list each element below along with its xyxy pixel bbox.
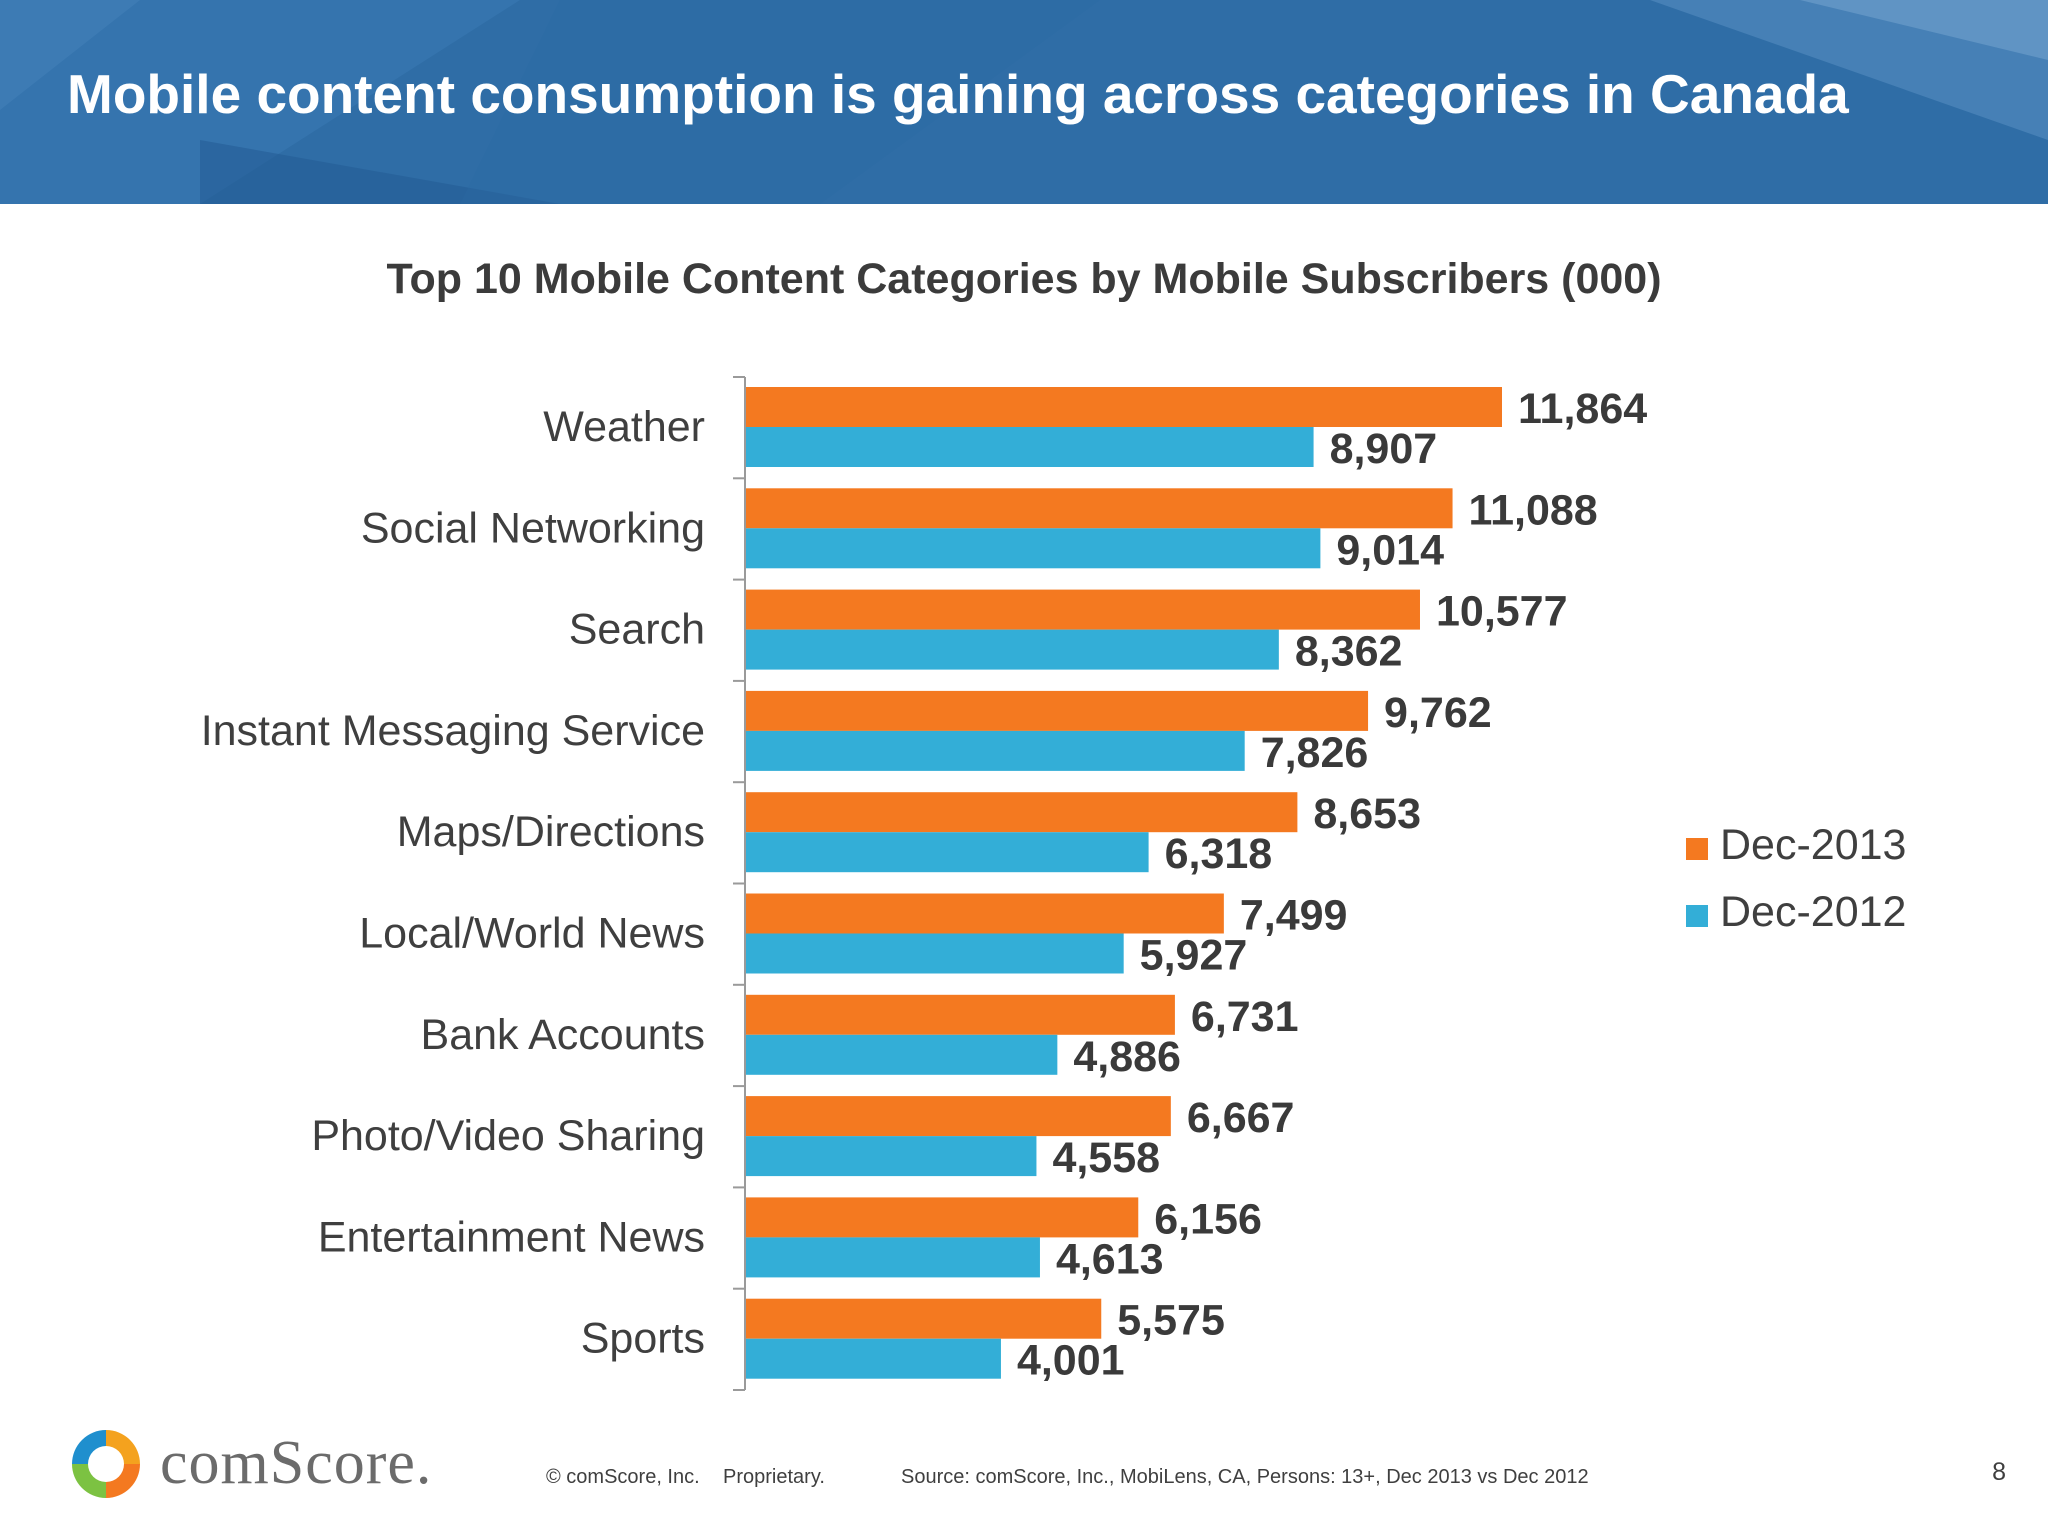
bar-dec-2012	[746, 933, 1124, 974]
chart-axis	[733, 376, 746, 1391]
bar-dec-2013	[746, 488, 1453, 529]
chart-value-labels: 11,864 8,907 11,088 9,014 10,577 8,362 9,762 7,…	[1017, 385, 1647, 1385]
bar-dec-2013	[746, 1298, 1102, 1339]
data-label: 4,558	[1052, 1134, 1160, 1182]
category-label: Weather	[543, 403, 705, 451]
bar-dec-2013	[746, 589, 1420, 630]
bar-dec-2013	[746, 387, 1502, 427]
header-band: Mobile content consumption is gaining ac…	[0, 0, 2048, 204]
bar-dec-2013	[746, 893, 1224, 934]
data-label: 4,613	[1056, 1235, 1164, 1283]
bar-dec-2012	[746, 427, 1314, 467]
data-label: 7,499	[1240, 892, 1348, 940]
bar-dec-2012	[746, 1136, 1037, 1177]
data-label: 8,362	[1295, 628, 1403, 676]
bar-dec-2012	[746, 629, 1279, 670]
category-label: Photo/Video Sharing	[311, 1112, 705, 1160]
footer-proprietary: Proprietary.	[723, 1466, 825, 1488]
page-number: 8	[1992, 1458, 2006, 1486]
bar-dec-2013	[746, 1197, 1139, 1238]
header-decoration	[0, 0, 2048, 204]
data-label: 5,575	[1117, 1297, 1225, 1345]
data-label: 4,886	[1073, 1033, 1181, 1081]
data-label: 8,653	[1313, 790, 1421, 838]
category-label: Social Networking	[361, 504, 705, 552]
slide-title: Mobile content consumption is gaining ac…	[67, 63, 1849, 125]
category-label: Maps/Directions	[397, 808, 705, 856]
category-label: Bank Accounts	[421, 1011, 705, 1059]
data-label: 6,318	[1165, 830, 1273, 878]
legend-label: Dec-2012	[1720, 888, 1906, 936]
data-label: 9,014	[1336, 526, 1444, 574]
bar-dec-2012	[746, 1034, 1058, 1075]
data-label: 7,826	[1261, 729, 1369, 777]
bar-dec-2012	[746, 1237, 1040, 1278]
data-label: 6,156	[1154, 1195, 1262, 1243]
bar-dec-2012	[746, 832, 1149, 873]
category-label: Sports	[581, 1315, 705, 1363]
bar-dec-2013	[746, 690, 1369, 731]
comscore-logo-text: comScore.	[160, 1429, 433, 1497]
data-label: 6,731	[1191, 993, 1299, 1041]
bar-chart: 11,864 8,907 11,088 9,014 10,577 8,362 9,762 7,…	[201, 376, 1906, 1391]
data-label: 11,864	[1518, 385, 1647, 433]
legend-label: Dec-2013	[1720, 821, 1906, 869]
bar-dec-2013	[746, 792, 1298, 833]
bar-dec-2012	[746, 1338, 1001, 1379]
legend-swatch	[1686, 838, 1708, 860]
chart-bars	[746, 387, 1502, 1379]
footer-source: Source: comScore, Inc., MobiLens, CA, Pe…	[901, 1466, 1589, 1488]
category-label: Local/World News	[359, 910, 705, 958]
data-label: 4,001	[1017, 1337, 1125, 1385]
footer-copyright: © comScore, Inc.	[546, 1466, 700, 1488]
data-label: 5,927	[1140, 932, 1248, 980]
data-label: 11,088	[1469, 486, 1598, 534]
data-label: 10,577	[1436, 588, 1568, 636]
data-label: 6,667	[1187, 1094, 1295, 1142]
chart-legend: Dec-2013 Dec-2012	[1686, 821, 1906, 936]
bar-dec-2012	[746, 730, 1245, 771]
data-label: 9,762	[1384, 689, 1492, 737]
category-label: Search	[569, 606, 705, 654]
bar-dec-2013	[746, 1096, 1171, 1137]
bar-dec-2013	[746, 994, 1175, 1035]
legend-swatch	[1686, 905, 1708, 927]
chart-category-labels: Weather Social Networking Search Instant Me…	[201, 403, 705, 1363]
chart-title: Top 10 Mobile Content Categories by Mobi…	[386, 255, 1662, 303]
category-label: Instant Messaging Service	[201, 707, 705, 755]
bar-dec-2012	[746, 528, 1321, 569]
comscore-logo-icon	[72, 1430, 140, 1498]
category-label: Entertainment News	[318, 1213, 705, 1261]
data-label: 8,907	[1330, 425, 1438, 473]
